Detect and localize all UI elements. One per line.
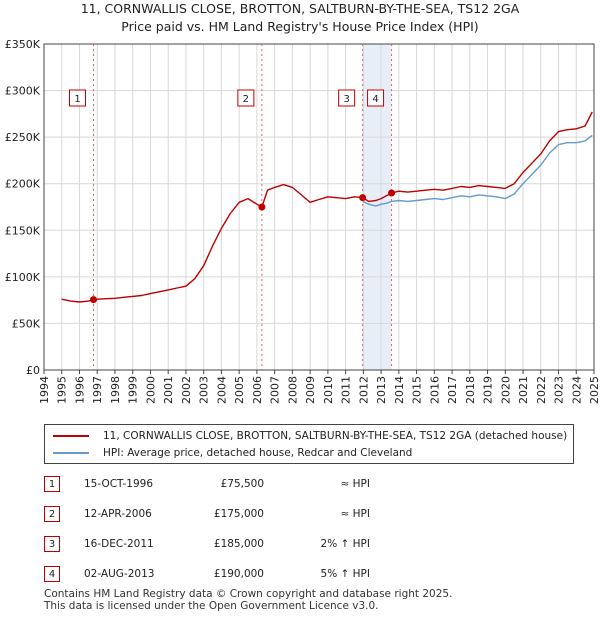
sale-hpi-comparison: 2% ↑ HPI bbox=[320, 538, 370, 550]
x-tick-label: 2008 bbox=[286, 376, 299, 404]
legend-hpi-label: HPI: Average price, detached house, Redc… bbox=[103, 447, 413, 459]
legend-property-swatch bbox=[53, 435, 89, 437]
y-tick-label: £0 bbox=[26, 364, 40, 377]
sale-marker-box bbox=[367, 89, 385, 107]
legend-entry-property: 11, CORNWALLIS CLOSE, BROTTON, SALTBURN-… bbox=[53, 428, 567, 444]
x-tick-label: 2005 bbox=[233, 376, 246, 404]
sale-date: 16-DEC-2011 bbox=[84, 538, 154, 550]
footer-note: Contains HM Land Registry data © Crown c… bbox=[44, 588, 452, 612]
hpi-line bbox=[362, 134, 593, 207]
legend-hpi-swatch bbox=[53, 452, 89, 454]
x-tick-label: 2004 bbox=[215, 376, 228, 404]
x-tick-label: 1999 bbox=[127, 376, 140, 404]
sale-marker-number: 1 bbox=[74, 94, 80, 105]
x-tick-label: 2000 bbox=[144, 376, 157, 404]
chart-title: 11, CORNWALLIS CLOSE, BROTTON, SALTBURN-… bbox=[0, 0, 600, 36]
sale-price: £185,000 bbox=[213, 538, 264, 550]
x-tick-label: 2003 bbox=[198, 376, 211, 404]
sale-marker-label: 3 bbox=[44, 536, 60, 552]
y-tick-label: £50K bbox=[12, 317, 41, 330]
x-tick-label: 2016 bbox=[428, 376, 441, 404]
x-tick-label: 2023 bbox=[553, 376, 566, 404]
sale-marker-number: 3 bbox=[343, 94, 349, 105]
legend-entry-hpi: HPI: Average price, detached house, Redc… bbox=[53, 445, 412, 461]
y-tick-label: £250K bbox=[5, 131, 41, 144]
x-tick-label: 2012 bbox=[357, 376, 370, 404]
x-tick-label: 2013 bbox=[375, 376, 388, 404]
sale-marker-box bbox=[338, 89, 356, 107]
sale-price: £75,500 bbox=[220, 478, 264, 490]
x-tick-label: 2020 bbox=[499, 376, 512, 404]
sale-marker-box bbox=[237, 89, 255, 107]
sale-marker-label: 1 bbox=[44, 476, 60, 492]
x-tick-label: 2018 bbox=[464, 376, 477, 404]
sale-price: £190,000 bbox=[213, 568, 264, 580]
y-tick-label: £100K bbox=[5, 271, 41, 284]
chart-legend: 11, CORNWALLIS CLOSE, BROTTON, SALTBURN-… bbox=[44, 424, 574, 464]
x-tick-label: 2021 bbox=[517, 376, 530, 404]
sale-date: 02-AUG-2013 bbox=[84, 568, 155, 580]
x-tick-label: 1994 bbox=[38, 376, 51, 404]
x-tick-label: 2011 bbox=[340, 376, 353, 404]
sale-date: 12-APR-2006 bbox=[84, 508, 152, 520]
sale-marker-number: 2 bbox=[243, 94, 249, 105]
sale-point bbox=[258, 203, 266, 211]
sale-hpi-comparison: ≈ HPI bbox=[340, 478, 370, 490]
x-tick-label: 2010 bbox=[322, 376, 335, 404]
sale-marker-box bbox=[69, 89, 86, 107]
x-tick-label: 2006 bbox=[251, 376, 264, 404]
legend-property-label: 11, CORNWALLIS CLOSE, BROTTON, SALTBURN-… bbox=[103, 430, 568, 442]
x-tick-label: 2001 bbox=[162, 376, 175, 404]
sale-hpi-comparison: ≈ HPI bbox=[340, 508, 370, 520]
sale-row-2: 2 12-APR-2006 £175,000 ≈ HPI bbox=[44, 506, 584, 526]
price-chart: £0 £50K £100K £150K £200K £250K £300K £350K 1994… bbox=[5, 38, 600, 404]
y-tick-label: £200K bbox=[5, 178, 41, 191]
x-tick-label: 2007 bbox=[269, 376, 282, 404]
x-tick-label: 2017 bbox=[446, 376, 459, 404]
sale-row-1: 1 15-OCT-1996 £75,500 ≈ HPI bbox=[44, 476, 584, 496]
x-tick-label: 1997 bbox=[91, 376, 104, 404]
x-tick-label: 2019 bbox=[482, 376, 495, 404]
x-tick-label: 1996 bbox=[73, 376, 86, 404]
x-tick-label: 2014 bbox=[393, 376, 406, 404]
sale-date: 15-OCT-1996 bbox=[84, 478, 153, 490]
sale-marker-label: 4 bbox=[44, 566, 60, 582]
sale-marker-label: 2 bbox=[44, 506, 60, 522]
sale-row-4: 4 02-AUG-2013 £190,000 5% ↑ HPI bbox=[44, 566, 584, 586]
y-tick-label: £300K bbox=[5, 85, 41, 98]
sale-point bbox=[388, 189, 396, 197]
footer-line-1: Contains HM Land Registry data © Crown c… bbox=[44, 588, 453, 600]
title-line-1: 11, CORNWALLIS CLOSE, BROTTON, SALTBURN-… bbox=[80, 1, 520, 16]
y-tick-label: £350K bbox=[5, 38, 41, 51]
sale-row-3: 3 16-DEC-2011 £185,000 2% ↑ HPI bbox=[44, 536, 584, 556]
sale-hpi-comparison: 5% ↑ HPI bbox=[320, 568, 370, 580]
x-tick-label: 1995 bbox=[56, 376, 69, 404]
x-tick-label: 2024 bbox=[570, 376, 583, 404]
sale-price: £175,000 bbox=[213, 508, 264, 520]
plot-frame bbox=[43, 43, 595, 371]
x-tick-label: 2022 bbox=[535, 376, 548, 404]
x-tick-label: 2009 bbox=[304, 376, 317, 404]
x-tick-label: 1998 bbox=[109, 376, 122, 404]
plot-area bbox=[44, 44, 594, 370]
title-line-2: Price paid vs. HM Land Registry's House … bbox=[121, 19, 479, 34]
y-tick-label: £150K bbox=[5, 224, 41, 237]
sale-point bbox=[359, 194, 367, 202]
footer-line-2: This data is licensed under the Open Gov… bbox=[44, 600, 379, 612]
sale-point bbox=[90, 296, 97, 304]
x-tick-label: 2015 bbox=[411, 376, 424, 404]
x-tick-label: 2002 bbox=[180, 376, 193, 404]
x-tick-label: 2025 bbox=[588, 376, 600, 404]
sale-marker-number: 4 bbox=[372, 94, 378, 105]
property-price-line bbox=[61, 111, 593, 303]
